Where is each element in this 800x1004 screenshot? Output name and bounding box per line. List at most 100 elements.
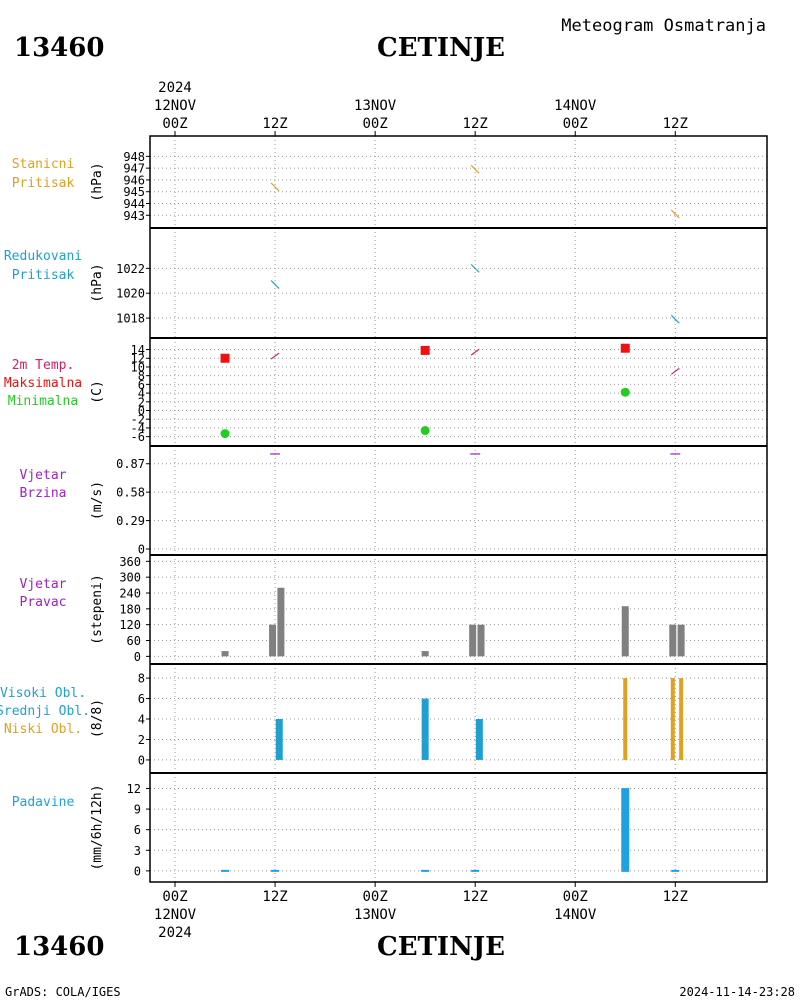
x-date-label-bottom: 13NOV (354, 907, 397, 923)
temp-2m-mark (670, 367, 680, 375)
y-tick-label: 0 (138, 753, 145, 767)
y-axis-label: (stepeni) (90, 574, 105, 644)
y-axis-label: (8/8) (90, 699, 105, 738)
y-tick-label: 6 (138, 378, 145, 392)
y-tick-label: 4 (138, 713, 145, 727)
station-name-bottom: CETINJE (377, 932, 505, 962)
y-tick-label: 6 (134, 823, 141, 837)
x-date-label-bottom: 14NOV (554, 907, 597, 923)
y-tick-label: 0.87 (116, 457, 145, 471)
panel-title: Pravac (20, 595, 67, 610)
y-tick-label: 8 (138, 672, 145, 686)
precip-bar (421, 869, 430, 872)
pressure-mark (670, 209, 680, 219)
tmax-point (220, 353, 230, 363)
pressure-mark (470, 263, 480, 273)
wind-direction-bar (221, 651, 229, 657)
tmax-point (420, 345, 430, 355)
y-tick-label: 1022 (116, 262, 145, 276)
pressure-mark (670, 314, 680, 324)
y-tick-label: -6 (131, 430, 145, 444)
x-date-label-top: 13NOV (354, 98, 397, 114)
cloud-low-bar (679, 678, 684, 760)
y-tick-label: 240 (119, 587, 141, 601)
y-tick-label: 1020 (116, 287, 145, 301)
panel-title: Redukovani (4, 249, 82, 264)
precip-bar (221, 869, 230, 872)
y-tick-label: 945 (123, 185, 145, 199)
panel-title: Maksimalna (4, 376, 82, 391)
precip-bar (621, 788, 630, 872)
x-date-label-top: 12NOV (154, 98, 197, 114)
plot-area: 943944945946947948(hPa)StanicniPritisak1… (0, 80, 768, 941)
panel-title: 2m Temp. (12, 358, 75, 373)
cloud-low-bar (670, 678, 675, 760)
y-tick-label: 14 (131, 343, 145, 357)
x-tick-label-top: 12Z (262, 116, 287, 132)
x-date-label-bottom: 12NOV (154, 907, 197, 923)
temp-2m-mark (470, 348, 480, 356)
wind-direction-bar (621, 606, 629, 657)
temp-2m-mark (270, 352, 280, 360)
x-tick-label-bottom: 00Z (162, 889, 187, 905)
y-tick-label: 0.58 (116, 486, 145, 500)
y-tick-label: 944 (123, 197, 145, 211)
x-date-label-top: 14NOV (554, 98, 597, 114)
y-axis-label: (mm/6h/12h) (90, 784, 105, 870)
y-tick-label: 8 (138, 369, 145, 383)
y-tick-label: 12 (131, 352, 145, 366)
footer-left: GrADS: COLA/IGES (5, 985, 121, 999)
y-tick-label: 12 (127, 782, 141, 796)
x-year-label-top: 2024 (158, 80, 192, 96)
panel-title: Niski Obl. (4, 722, 82, 737)
tmin-point (420, 426, 430, 436)
y-tick-label: 1018 (116, 312, 145, 326)
x-tick-label-top: 12Z (663, 116, 688, 132)
pressure-mark (270, 280, 280, 289)
panel-title: Pritisak (12, 268, 75, 283)
wind-direction-bar (469, 624, 477, 657)
panel-title: Minimalna (8, 394, 78, 409)
wind-direction-bar (421, 651, 429, 657)
y-tick-label: 946 (123, 173, 145, 187)
y-tick-label: 180 (119, 602, 141, 616)
cloud-high-bar (275, 719, 283, 760)
cloud-high-bar (421, 698, 429, 760)
y-axis-label: (hPa) (90, 162, 105, 201)
station-id-top: 13460 (14, 33, 104, 63)
y-axis-label: (C) (90, 380, 105, 403)
y-tick-label: 0 (138, 543, 145, 557)
y-tick-label: 2 (138, 733, 145, 747)
y-tick-label: 6 (138, 692, 145, 706)
y-tick-label: 0 (134, 864, 141, 878)
x-tick-label-bottom: 00Z (563, 889, 588, 905)
y-tick-label: 360 (119, 555, 141, 569)
panel-title: Pritisak (12, 176, 75, 191)
y-tick-label: 60 (127, 634, 141, 648)
pressure-mark (270, 182, 280, 192)
y-tick-label: 4 (138, 387, 145, 401)
tmin-point (220, 429, 230, 439)
y-tick-label: 943 (123, 209, 145, 223)
y-tick-label: 3 (134, 844, 141, 858)
panel-title: Vjetar (20, 577, 67, 592)
panel-title: Srednji Obl. (0, 704, 90, 719)
x-tick-label-top: 00Z (362, 116, 387, 132)
y-tick-label: -4 (131, 421, 145, 435)
precip-bar (271, 869, 280, 872)
station-name-top: CETINJE (377, 33, 505, 63)
wind-direction-bar (277, 587, 285, 657)
y-tick-label: 948 (123, 150, 145, 164)
x-tick-label-bottom: 12Z (262, 889, 287, 905)
y-tick-label: 947 (123, 162, 145, 176)
tmax-point (620, 343, 630, 353)
wind-direction-bar (269, 624, 277, 657)
tmin-point (620, 387, 630, 397)
pressure-mark (470, 164, 480, 174)
y-tick-label: -2 (131, 413, 145, 427)
x-tick-label-top: 12Z (463, 116, 488, 132)
station-id-bottom: 13460 (14, 932, 104, 962)
y-tick-label: 0 (138, 404, 145, 418)
cloud-low-bar (623, 678, 628, 760)
